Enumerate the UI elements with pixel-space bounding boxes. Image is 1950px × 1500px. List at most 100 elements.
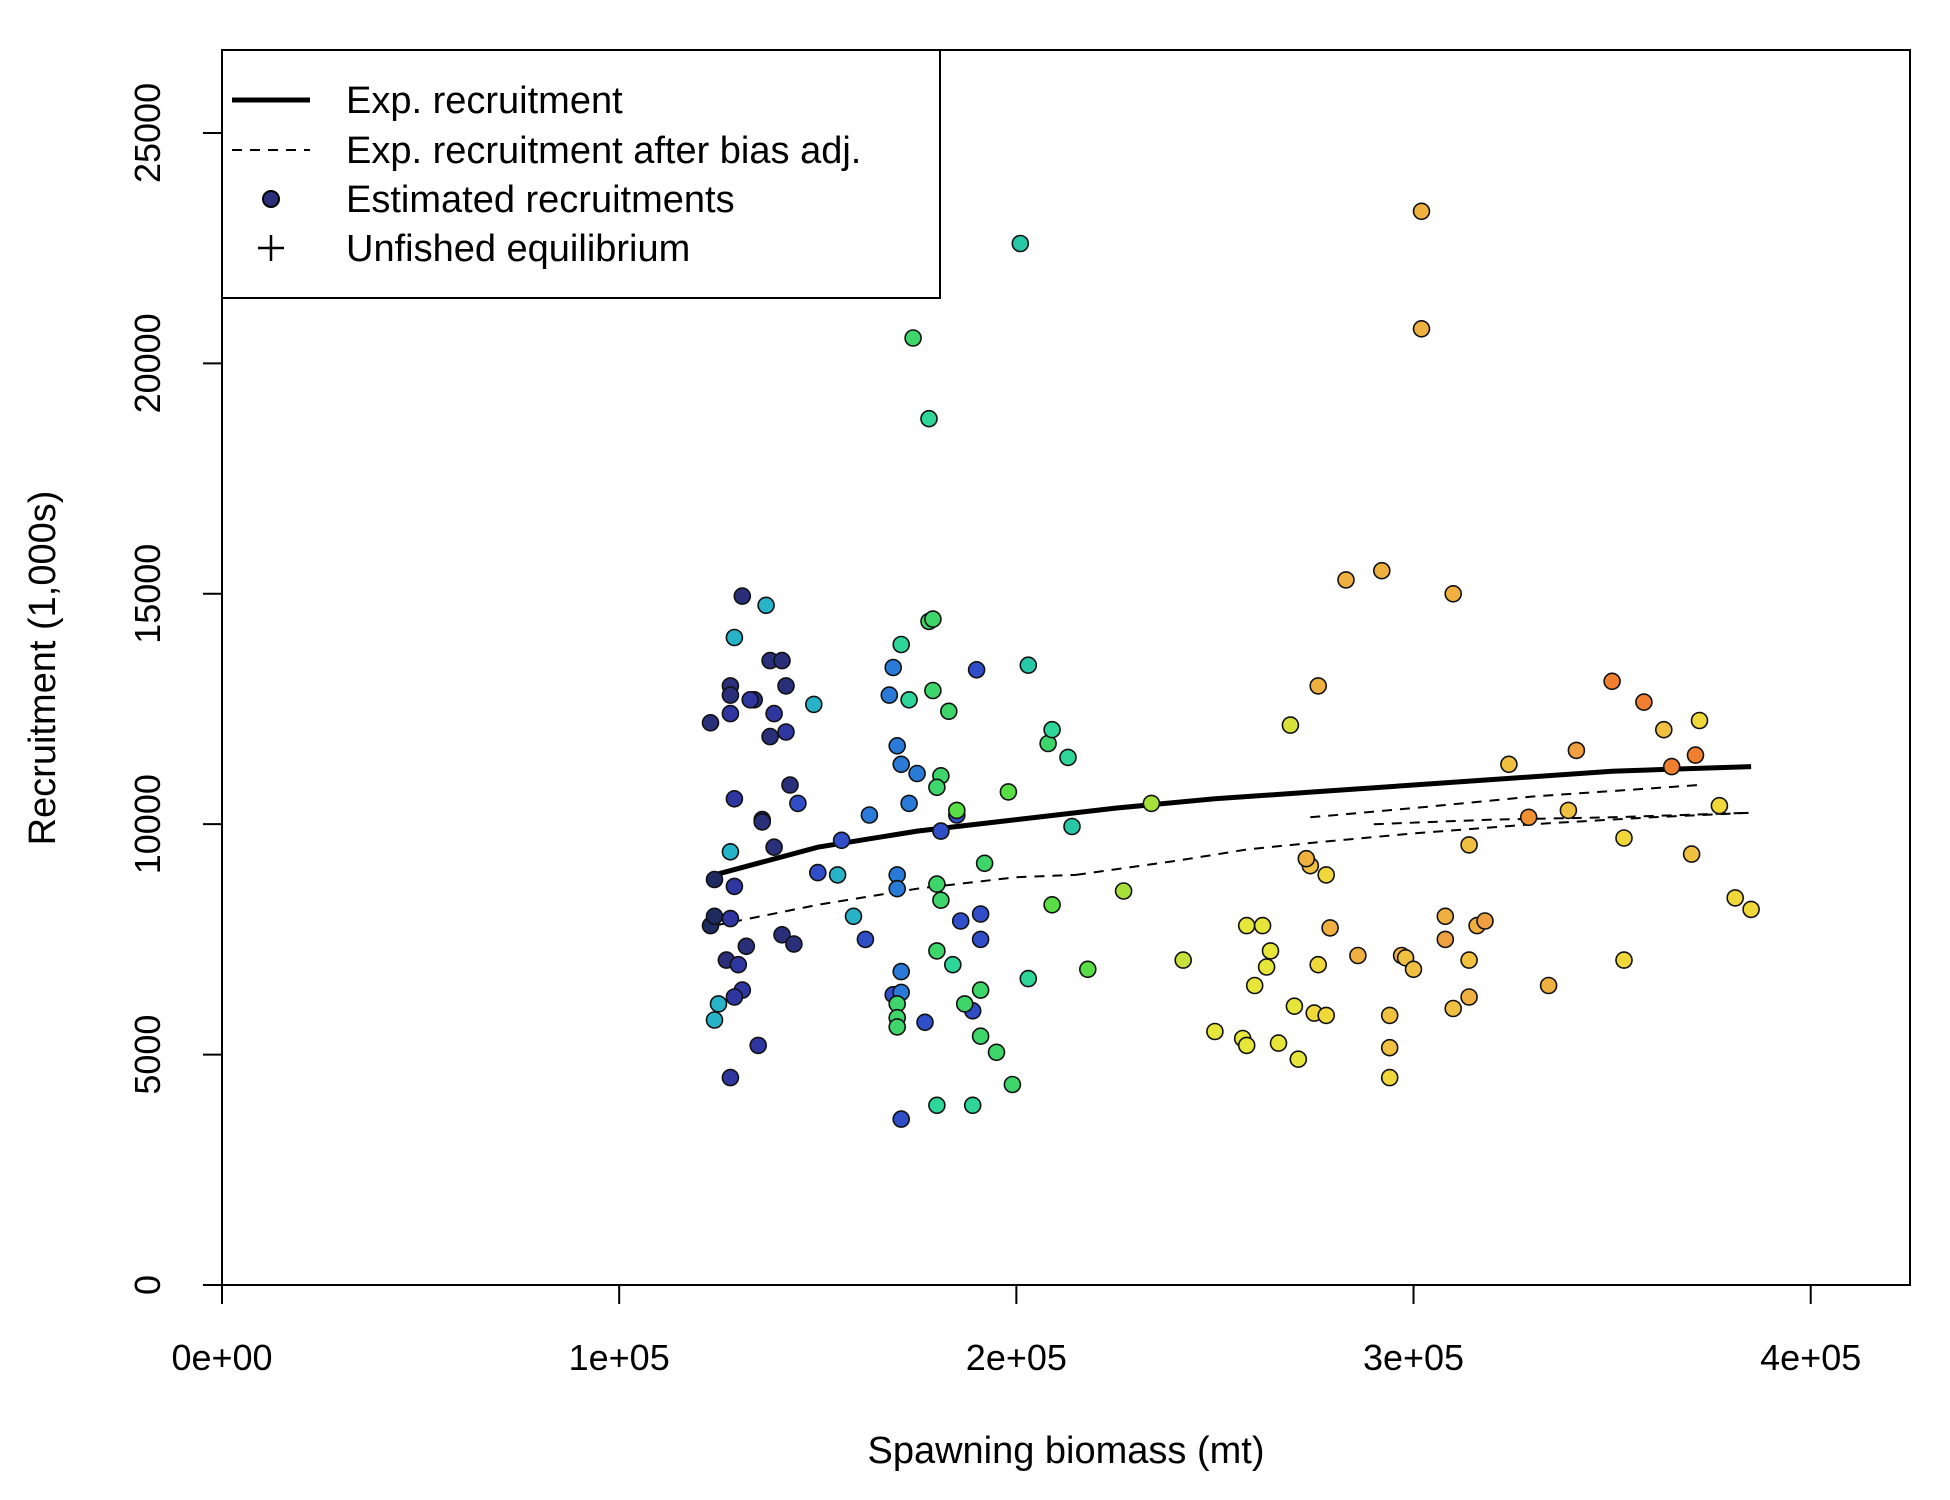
recruitment-point: [1444, 999, 1462, 1018]
recruitment-point: [892, 635, 911, 654]
recruitment-point: [888, 1018, 907, 1036]
recruitment-point: [777, 677, 795, 695]
recruitment-point: [928, 778, 946, 797]
recruitment-point: [1444, 584, 1462, 603]
recruitment-point: [1309, 955, 1327, 974]
recruitment-point: [943, 955, 962, 974]
recruitment-point: [773, 925, 791, 944]
recruitment-point: [1297, 849, 1316, 868]
recruitment-point: [1114, 882, 1133, 900]
recruitment-point: [721, 686, 740, 704]
recruitment-point: [1615, 829, 1633, 847]
recruitment-point: [1237, 916, 1256, 935]
recruitment-point: [737, 937, 756, 956]
recruitment-point: [781, 776, 799, 794]
recruitment-point: [1003, 1075, 1022, 1094]
recruitment-point: [904, 329, 922, 347]
recruitment-point: [1337, 571, 1355, 589]
recruitment-point: [1460, 951, 1478, 969]
recruitment-point: [773, 651, 791, 670]
recruitment-point: [741, 690, 760, 709]
recruitment-point: [1686, 746, 1705, 764]
recruitment-point: [1289, 1050, 1308, 1068]
expected-recruitment-curves: [713, 764, 1752, 927]
recruitment-point: [888, 879, 907, 898]
recruitment-point: [951, 912, 970, 930]
recruitment-point: [947, 801, 966, 820]
recruitment-point: [1281, 716, 1300, 734]
recruitment-point: [1142, 794, 1161, 813]
recruitment-point: [1690, 711, 1709, 730]
recruitment-point: [955, 995, 974, 1013]
recruitment-point: [939, 702, 958, 721]
recruitment-point: [1436, 930, 1455, 949]
y-tick-label: 10000: [127, 774, 168, 874]
recruitment-point: [860, 806, 879, 824]
recruitment-point: [1412, 319, 1431, 338]
recruitment-point: [1317, 1006, 1335, 1025]
recruitment-point: [1174, 951, 1192, 969]
recruitment-point: [932, 891, 950, 910]
legend-label-estimated: Estimated recruitments: [346, 179, 735, 221]
recruitment-point: [753, 813, 772, 831]
x-tick-label: 1e+05: [569, 1337, 670, 1378]
recruitment-point: [1380, 1038, 1399, 1057]
recruitment-point: [1349, 946, 1367, 965]
recruitment-point: [888, 736, 907, 755]
recruitment-point: [900, 794, 918, 813]
legend-label-exp-recruitment: Exp. recruitment: [346, 80, 623, 122]
bias-adjusted-curve: [1373, 811, 1752, 826]
recruitment-point: [856, 930, 875, 949]
recruitment-point: [749, 1036, 768, 1055]
recruitment-point: [725, 628, 744, 647]
x-tick-label: 3e+05: [1363, 1337, 1464, 1378]
legend-point-icon: [262, 190, 280, 208]
y-tick-label: 20000: [127, 313, 168, 413]
recruitment-point: [721, 909, 740, 928]
bias-adjusted-curve: [1075, 811, 1752, 876]
recruitment-point: [1404, 960, 1423, 979]
recruitment-point: [721, 842, 740, 861]
recruitment-point: [721, 1068, 740, 1087]
recruitment-point: [1321, 919, 1339, 937]
recruitment-point: [789, 794, 807, 813]
recruitment-point: [884, 658, 903, 677]
recruitment-point: [1019, 969, 1038, 988]
recruitment-point: [1662, 757, 1681, 776]
recruitment-point: [928, 942, 946, 960]
recruitment-point: [1019, 656, 1038, 675]
recruitment-point: [721, 704, 740, 723]
recruitment-point: [1539, 976, 1558, 995]
recruitment-point: [916, 1013, 934, 1032]
recruitment-point: [705, 870, 724, 889]
recruitment-point: [880, 686, 899, 704]
recruitment-point: [725, 988, 744, 1006]
recruitment-point: [1079, 960, 1097, 979]
recruitment-point: [1380, 1006, 1399, 1025]
recruitment-point: [1519, 808, 1538, 827]
recruitment-point: [709, 995, 728, 1013]
recruitment-point: [928, 875, 946, 893]
recruitment-point: [1011, 234, 1030, 253]
recruitment-point: [1380, 1068, 1399, 1087]
recruitment-point: [733, 587, 752, 605]
recruitment-point: [1742, 900, 1760, 919]
recruitment-point: [765, 704, 783, 723]
recruitment-point: [900, 690, 918, 709]
recruitment-point: [785, 935, 803, 953]
recruitment-point: [999, 783, 1018, 801]
recruitment-point: [777, 723, 795, 741]
recruitment-point: [1059, 748, 1077, 767]
legend: Exp. recruitment Exp. recruitment after …: [221, 49, 941, 299]
recruitment-point: [987, 1043, 1006, 1062]
x-tick-label: 4e+05: [1760, 1337, 1861, 1378]
recruitment-point: [1476, 912, 1494, 930]
recruitment-point: [924, 610, 942, 628]
recruitment-point: [892, 1110, 911, 1128]
recruitment-point: [967, 660, 986, 679]
recruitment-point: [971, 930, 990, 949]
recruitment-point: [1655, 720, 1673, 739]
recruitment-point: [1710, 796, 1729, 815]
recruitment-point: [1373, 561, 1391, 580]
expected-recruitment-curve: [713, 764, 1752, 878]
